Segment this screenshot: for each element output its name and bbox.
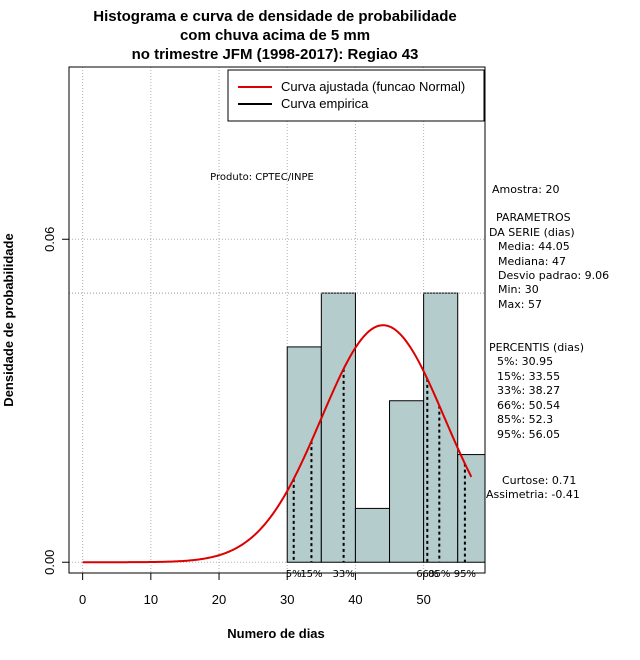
x-axis: 0 10 20 30 40 50 [79, 572, 431, 607]
histogram-bar-0 [286, 346, 322, 563]
percentile-label-3: 66% [416, 569, 438, 580]
parametros-heading: PARAMETROS [496, 211, 571, 224]
max-text: Max: 57 [498, 298, 542, 311]
percentil-33-text: 33%: 38.27 [497, 384, 560, 397]
x-tick-label-0: 0 [79, 592, 86, 607]
x-tick-label-30: 30 [280, 592, 294, 607]
percentile-label-1: 15% [300, 569, 322, 580]
percentile-label-4: 85% [428, 569, 450, 580]
percentile-labels: 5%15% 33% 66%85% 95% [286, 569, 476, 580]
percentil-95-text: 95%: 56.05 [497, 428, 560, 441]
legend-label-fit: Curva ajustada (funcao Normal) [281, 79, 465, 94]
parametros-subheading: DA SERIE (dias) [489, 226, 575, 239]
produto-note: Produto: CPTEC/INPE [210, 172, 314, 183]
x-tick-label-50: 50 [416, 592, 430, 607]
percentil-15-text: 15%: 33.55 [497, 370, 560, 383]
percentile-label-0: 5% [286, 569, 302, 580]
chart-title-line-2: com chuva acima de 5 mm [180, 27, 370, 44]
histogram-bar-1 [320, 292, 356, 563]
legend: Curva ajustada (funcao Normal) Curva emp… [227, 69, 485, 122]
min-text: Min: 30 [498, 283, 539, 296]
x-tick-label-10: 10 [144, 592, 158, 607]
histogram-bar-4 [423, 292, 459, 563]
histogram-bar-2 [354, 507, 391, 563]
assimetria-text: Assimetria: -0.41 [486, 488, 580, 501]
legend-label-empirical: Curva empirica [281, 96, 369, 111]
percentile-lines [292, 368, 466, 563]
x-tick-label-40: 40 [348, 592, 362, 607]
normal-curve-path [82, 324, 473, 564]
mediana-text: Mediana: 47 [498, 255, 566, 268]
media-text: Media: 44.05 [498, 240, 570, 253]
histogram-bar-3 [389, 400, 425, 563]
percentis-heading: PERCENTIS (dias) [489, 341, 584, 354]
percentil-66-text: 66%: 50.54 [497, 399, 560, 412]
percentil-5-text: 5%: 30.95 [497, 355, 553, 368]
x-axis-label: Numero de dias [227, 626, 325, 641]
desvio-text: Desvio padrao: 9.06 [498, 269, 609, 282]
amostra-text: Amostra: 20 [492, 183, 559, 196]
x-tick-label-20: 20 [212, 592, 226, 607]
y-axis-label: Densidade de probabilidade [1, 233, 16, 406]
stats-panel: Amostra: 20 PARAMETROS DA SERIE (dias) M… [486, 183, 609, 501]
percentil-85-text: 85%: 52.3 [497, 413, 553, 426]
y-axis: 0.00 0.06 [42, 227, 70, 575]
curtose-text: Curtose: 0.71 [502, 474, 576, 487]
legend-box [227, 69, 485, 122]
percentile-label-5: 95% [454, 569, 476, 580]
y-tick-label-0: 0.00 [42, 550, 57, 575]
chart-title-line-3: no trimestre JFM (1998-2017): Regiao 43 [132, 46, 419, 63]
normal-curve [82, 324, 473, 564]
histogram-bar-5 [457, 454, 486, 563]
percentile-label-2: 33% [333, 569, 355, 580]
histogram-bars [286, 292, 486, 563]
y-tick-label-1: 0.06 [42, 227, 57, 252]
chart-title-line-1: Histograma e curva de densidade de proba… [93, 8, 456, 25]
